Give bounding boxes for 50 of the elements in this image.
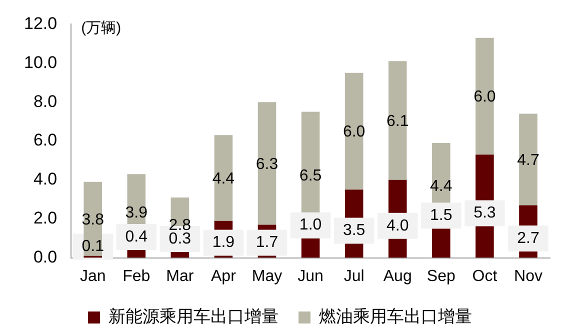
data-label: 6.5 (299, 167, 322, 184)
data-label: 1.9 (212, 234, 235, 252)
data-label: 6.0 (474, 88, 496, 106)
data-label: 4.4 (430, 178, 452, 196)
x-tick-label: Oct (472, 268, 498, 285)
legend-label: 新能源乘用车出口增量 (108, 307, 278, 326)
data-label: 1.5 (430, 207, 452, 224)
bar (476, 38, 494, 155)
data-label: 5.3 (474, 204, 496, 222)
x-tick-label: Aug (383, 268, 412, 285)
x-tick-label: Feb (122, 268, 150, 285)
data-label: 6.0 (342, 124, 366, 141)
data-label: 4.4 (212, 170, 235, 188)
x-tick-label: Sep (426, 268, 456, 285)
y-tick-label: 8.0 (33, 92, 58, 111)
data-label: 0.4 (125, 228, 148, 246)
data-label: 6.3 (256, 156, 278, 173)
bar (170, 252, 190, 258)
bar (388, 61, 407, 180)
data-label: 1.0 (299, 216, 322, 234)
x-tick-label: Jun (298, 268, 324, 285)
data-label: 1.7 (256, 234, 278, 252)
data-label: 3.8 (82, 211, 104, 228)
data-label: 6.1 (386, 112, 409, 130)
x-tick-label: Mar (166, 268, 194, 285)
y-axis-title: (万辆) (81, 19, 122, 36)
data-label: 0.3 (168, 230, 192, 248)
x-tick-label: Jul (344, 268, 364, 285)
data-label: 3.5 (342, 222, 366, 240)
x-tick-label: Apr (211, 268, 237, 285)
y-tick-label: 12.0 (24, 14, 58, 33)
bar (258, 102, 276, 225)
data-label: 0.1 (82, 238, 104, 256)
bar (127, 250, 146, 258)
bar (344, 72, 364, 190)
y-tick-label: 2.0 (33, 208, 58, 228)
legend-label: 燃油乘用车出口增量 (319, 307, 472, 326)
x-tick-label: May (252, 268, 282, 285)
data-label: 2.7 (517, 230, 540, 247)
y-tick-label: 0.0 (33, 247, 58, 266)
y-tick-label: 10.0 (24, 52, 58, 72)
bar (214, 135, 233, 221)
data-label: 4.0 (386, 217, 409, 234)
y-tick-label: 6.0 (33, 130, 58, 150)
x-tick-label: Nov (514, 268, 542, 285)
data-label: 3.9 (125, 204, 148, 222)
x-tick-label: Jan (80, 268, 106, 285)
y-tick-label: 4.0 (33, 170, 58, 189)
bar (519, 114, 538, 206)
data-label: 4.7 (517, 152, 540, 169)
